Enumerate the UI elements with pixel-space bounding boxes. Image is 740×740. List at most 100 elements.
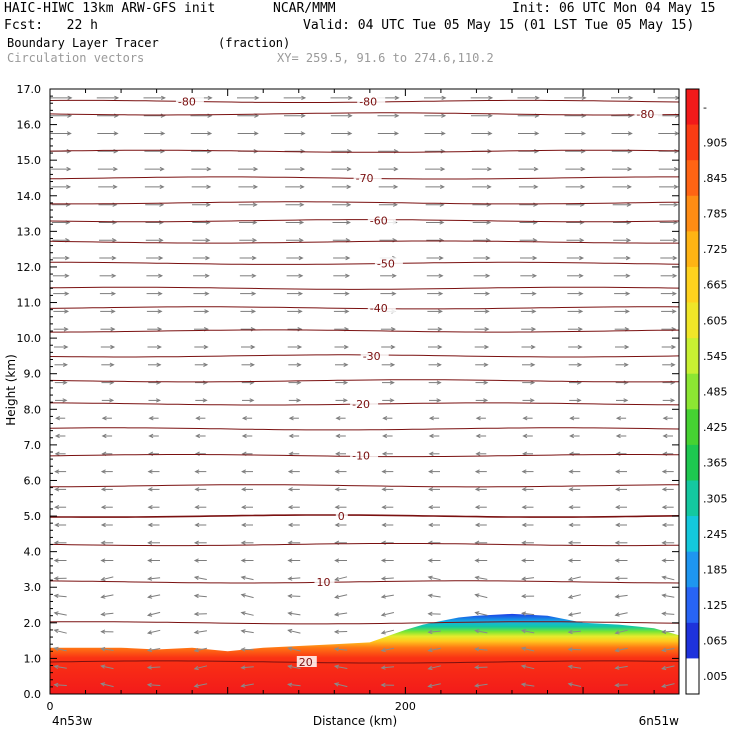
colorbar-label: .725 [703,243,728,256]
vector-arrowhead [158,255,164,261]
vector-arrowhead [53,646,59,651]
vector-arrowhead [298,291,304,296]
vector-arrow [615,594,628,598]
vector-arrowhead [381,451,387,456]
vector-arrowhead [63,344,69,350]
vector-arrow [662,576,675,581]
vector-arrowhead [240,665,246,670]
vector-arrowhead [428,487,434,492]
vector-arrow [288,595,301,597]
vector-arrowhead [241,522,247,528]
vector-arrowhead [428,433,434,439]
vector-arrow [101,576,114,581]
y-tick-label: 10.0 [17,332,42,345]
vector-arrowhead [193,540,199,545]
vector-arrowhead [346,202,352,207]
vector-arrowhead [100,611,106,617]
vector-arrow [54,684,67,686]
vector-arrowhead [624,344,630,350]
vector-arrowhead [380,612,386,617]
vector-arrow [54,612,67,616]
vector-arrow [568,665,582,669]
vector-arrow [521,683,535,687]
tracer-fill [50,613,679,694]
contour-label: -50 [377,257,395,270]
vector-arrowhead [204,273,210,279]
vector-arrowhead [474,558,480,563]
vector-arrowhead [55,416,61,421]
vector-arrow [428,647,441,652]
colorbar-swatch [686,160,699,197]
vector-arrowhead [158,273,164,279]
vector-arrowhead [146,682,152,688]
vector-arrowhead [393,184,399,190]
vectors-label: Circulation vectors [7,51,145,65]
vector-arrowhead [288,451,294,456]
vector-arrowhead [345,220,351,225]
vector-arrowhead [252,238,258,243]
vector-arrowhead [54,451,60,456]
vector-arrowhead [53,540,59,545]
vector-arrowhead [66,166,72,172]
vector-arrowhead [662,416,668,421]
vector-arrow [428,576,441,581]
contour-line [50,329,679,333]
vector-arrowhead [661,558,667,563]
vector-arrowhead [380,630,386,635]
vector-arrowhead [100,629,106,634]
vector-arrowhead [333,629,339,634]
vector-arrowhead [380,558,386,563]
colorbar-label: .905 [703,136,728,149]
vector-arrowhead [53,593,59,599]
vector-arrowhead [567,558,573,563]
vector-arrowhead [382,416,388,421]
vector-arrowhead [436,362,442,367]
vector-arrowhead [427,683,433,688]
y-axis: 0.0 1.0 2.0 3.0 4.0 5.0 6.0 7.0 8.0 9.0 10.0 11.0 12… [4,83,679,701]
y-tick-label: 4.0 [24,546,42,559]
vector-arrowhead [194,504,200,510]
vector-arrowhead [287,487,293,492]
y-tick-label: 11.0 [17,297,42,310]
vector-arrowhead [63,327,69,332]
contour-label-bg [335,510,348,522]
vector-arrowhead [483,398,489,403]
vector-arrowhead [298,273,304,279]
vector-arrowhead [114,95,120,101]
vector-arrow [522,577,535,580]
vector-arrowhead [614,540,620,545]
vector-arrowhead [296,380,302,385]
y-tick-label: 12.0 [17,261,42,274]
vector-arrow [475,612,488,616]
vector-arrowhead [54,504,60,510]
vector-arrowhead [474,504,480,510]
vector-arrowhead [287,522,293,528]
x-end-label: 6n51w [639,714,680,728]
contour-line [50,240,679,244]
vector-arrowhead [440,131,446,136]
vector-arrowhead [520,664,527,669]
vector-arrow [101,612,114,615]
vector-arrowhead [474,575,480,581]
vector-arrowhead [532,255,538,261]
vector-arrowhead [661,487,667,492]
vector-arrowhead [661,593,667,598]
vector-arrowhead [287,540,293,545]
vector-arrowhead [157,291,163,296]
vector-arrow [662,648,675,651]
vector-arrow [381,577,394,580]
vector-arrowhead [206,184,212,190]
vector-arrowhead [615,416,621,421]
vector-arrowhead [159,184,165,190]
vector-arrow [148,594,161,598]
vector-arrowhead [531,291,537,296]
vector-arrowhead [567,682,573,687]
vector-arrowhead [101,433,107,439]
vector-arrowhead [614,648,620,653]
vector-arrowhead [614,576,620,581]
colorbar-label: - [703,101,707,114]
vector-arrowhead [627,131,633,136]
vector-arrowhead [661,647,667,653]
vector-arrow [241,683,254,687]
